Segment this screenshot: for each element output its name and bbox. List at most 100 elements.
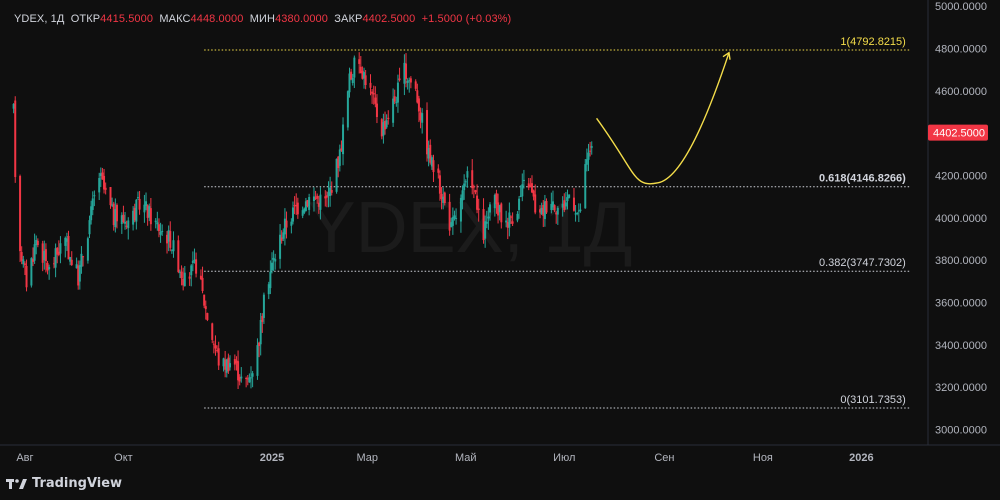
candle[interactable]: [443, 192, 446, 204]
candle[interactable]: [14, 100, 17, 178]
candle[interactable]: [522, 179, 525, 181]
candle[interactable]: [125, 225, 128, 227]
candle[interactable]: [285, 220, 288, 228]
candle[interactable]: [363, 72, 366, 79]
candle[interactable]: [101, 172, 104, 180]
candle[interactable]: [52, 263, 55, 265]
candle[interactable]: [374, 97, 377, 104]
candle[interactable]: [561, 203, 564, 208]
candle[interactable]: [217, 348, 220, 366]
candle[interactable]: [409, 78, 412, 83]
candle[interactable]: [518, 198, 521, 211]
candle[interactable]: [364, 75, 367, 86]
candle[interactable]: [69, 257, 72, 262]
candle[interactable]: [135, 199, 138, 222]
candle[interactable]: [190, 265, 193, 276]
candle[interactable]: [182, 278, 185, 286]
candle[interactable]: [212, 343, 215, 345]
candle[interactable]: [237, 361, 240, 381]
candle[interactable]: [408, 80, 411, 82]
candle[interactable]: [143, 204, 146, 213]
candle[interactable]: [327, 192, 330, 197]
candle[interactable]: [539, 209, 542, 213]
candle[interactable]: [120, 215, 123, 224]
candle[interactable]: [519, 195, 522, 197]
candle[interactable]: [46, 262, 49, 271]
candle[interactable]: [477, 208, 480, 211]
candle[interactable]: [133, 207, 136, 221]
candle[interactable]: [474, 190, 477, 193]
candle[interactable]: [238, 377, 241, 382]
candle[interactable]: [534, 194, 537, 213]
candle[interactable]: [464, 181, 467, 183]
candle[interactable]: [206, 313, 209, 320]
candle[interactable]: [429, 144, 432, 163]
candle[interactable]: [211, 323, 214, 340]
candle[interactable]: [169, 231, 172, 248]
candle[interactable]: [132, 210, 135, 225]
candle[interactable]: [90, 206, 93, 221]
candle[interactable]: [224, 359, 227, 370]
candle[interactable]: [506, 222, 509, 228]
candle[interactable]: [337, 156, 340, 169]
candle[interactable]: [36, 240, 39, 246]
candle[interactable]: [227, 357, 230, 372]
candle[interactable]: [396, 82, 399, 103]
candle[interactable]: [576, 212, 579, 214]
candle[interactable]: [466, 171, 469, 178]
candle[interactable]: [385, 120, 388, 128]
candle[interactable]: [564, 202, 567, 207]
candle[interactable]: [493, 195, 496, 209]
candle[interactable]: [342, 124, 345, 155]
candle[interactable]: [361, 70, 364, 79]
candle[interactable]: [329, 187, 332, 196]
candle[interactable]: [500, 203, 503, 223]
candle[interactable]: [170, 249, 173, 251]
candle[interactable]: [54, 248, 57, 268]
candle[interactable]: [180, 271, 183, 279]
candle[interactable]: [438, 175, 441, 194]
candle[interactable]: [86, 238, 89, 261]
candle[interactable]: [109, 187, 112, 206]
candle[interactable]: [542, 205, 545, 216]
candle[interactable]: [553, 205, 556, 211]
candle[interactable]: [508, 212, 511, 228]
candle[interactable]: [495, 193, 498, 205]
candle[interactable]: [282, 232, 285, 239]
candle[interactable]: [235, 360, 238, 363]
candle[interactable]: [159, 231, 162, 235]
candle[interactable]: [395, 101, 398, 103]
candle[interactable]: [245, 378, 248, 380]
candle[interactable]: [432, 160, 435, 173]
candle[interactable]: [453, 215, 456, 219]
candle[interactable]: [191, 260, 194, 263]
candle[interactable]: [214, 345, 217, 349]
candle[interactable]: [405, 63, 408, 80]
candle[interactable]: [56, 247, 59, 255]
candle[interactable]: [203, 294, 206, 306]
candle[interactable]: [372, 92, 375, 95]
candle[interactable]: [392, 98, 395, 123]
candle[interactable]: [127, 220, 130, 229]
candle[interactable]: [572, 197, 575, 211]
candle[interactable]: [574, 213, 577, 215]
candle[interactable]: [216, 350, 219, 352]
candle[interactable]: [20, 252, 23, 261]
candle[interactable]: [115, 204, 118, 222]
candle[interactable]: [375, 103, 378, 118]
candle[interactable]: [463, 183, 466, 191]
candle[interactable]: [112, 203, 115, 226]
candle[interactable]: [77, 265, 80, 286]
candle[interactable]: [527, 183, 530, 188]
candle[interactable]: [183, 272, 186, 287]
candle[interactable]: [161, 230, 164, 233]
candle[interactable]: [484, 221, 487, 239]
candle[interactable]: [91, 198, 94, 210]
candle[interactable]: [269, 271, 272, 289]
candle[interactable]: [393, 96, 396, 102]
candle[interactable]: [195, 259, 198, 274]
candle[interactable]: [193, 259, 196, 261]
candle[interactable]: [324, 196, 327, 199]
candle[interactable]: [577, 210, 580, 212]
candle[interactable]: [369, 82, 372, 88]
